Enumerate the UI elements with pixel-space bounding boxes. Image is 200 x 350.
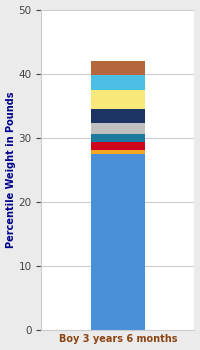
Bar: [91, 142, 145, 150]
Bar: [91, 150, 145, 154]
Bar: [91, 109, 145, 123]
Bar: [91, 90, 145, 109]
Y-axis label: Percentile Weight in Pounds: Percentile Weight in Pounds: [6, 91, 16, 248]
Bar: [91, 134, 145, 142]
Bar: [91, 76, 145, 90]
Bar: [91, 123, 145, 134]
Bar: [91, 154, 145, 330]
Bar: [91, 61, 145, 76]
